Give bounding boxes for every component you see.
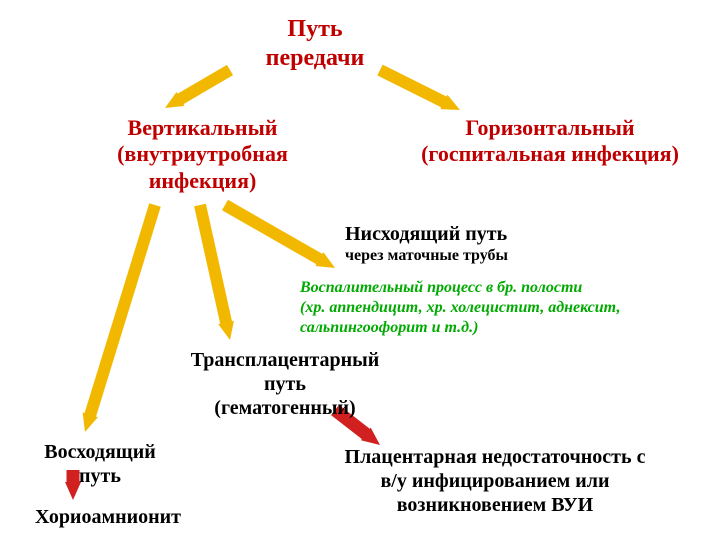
node-ascending: Восходящийпуть — [25, 440, 175, 488]
node-transplacental: Трансплацентарныйпуть(гематогенный) — [170, 348, 400, 420]
arrow-vertical-to-desc — [225, 205, 321, 260]
arrow-vertical-to-asc — [90, 205, 155, 417]
node-placental: Плацентарная недостаточность св/у инфици… — [295, 445, 695, 517]
node-horizontal: Горизонтальный(госпитальная инфекция) — [400, 115, 700, 168]
arrowhead-trans-to-placental — [361, 428, 380, 445]
node-descending-sub: через маточные трубы — [345, 246, 605, 265]
arrow-root-to-vertical — [179, 70, 230, 100]
arrowhead-root-to-horizontal — [440, 95, 460, 110]
diagram-stage: Путьпередачи Вертикальный(внутриутробная… — [0, 0, 720, 540]
node-root: Путьпередачи — [225, 15, 405, 73]
node-descending-title: Нисходящий путь — [345, 222, 585, 246]
node-chorioamnionitis: Хориоамнионит — [18, 505, 198, 529]
arrowhead-vertical-to-trans — [218, 321, 234, 340]
arrowhead-vertical-to-asc — [83, 412, 98, 432]
node-inflammatory: Воспалительный процесс в бр. полости(хр.… — [300, 278, 720, 338]
arrowhead-root-to-vertical — [165, 92, 185, 108]
arrow-vertical-to-trans — [200, 205, 226, 324]
arrow-root-to-horizontal — [380, 70, 446, 103]
node-vertical: Вертикальный(внутриутробнаяинфекция) — [95, 115, 310, 194]
arrowhead-vertical-to-desc — [315, 252, 335, 268]
